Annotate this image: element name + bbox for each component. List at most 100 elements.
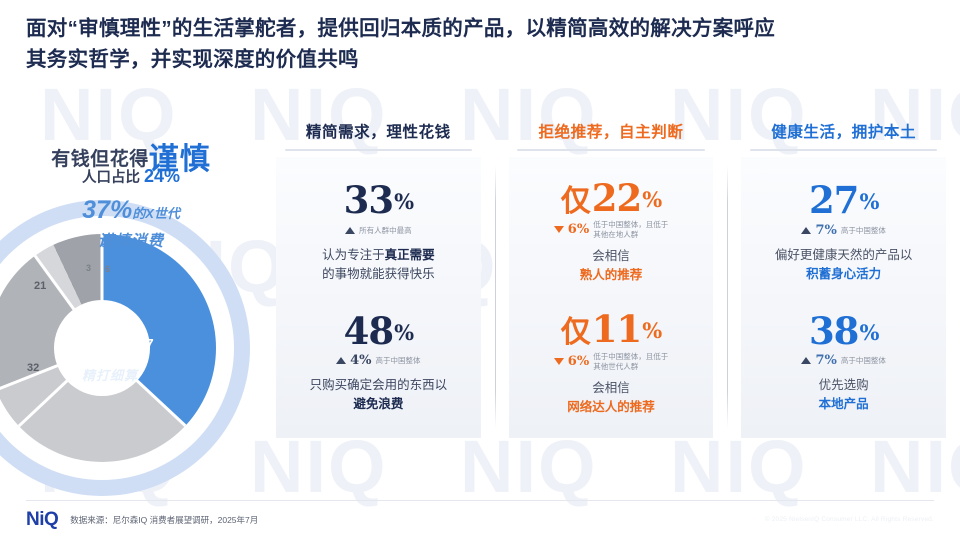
stat-delta-note: 高于中国整体 xyxy=(375,356,421,366)
page-title: 面对“审慎理性”的生活掌舵者，提供回归本质的产品，以精简高效的解决方案呼应 其务… xyxy=(26,14,936,76)
title-line-2: 其务实哲学，并实现深度的价值共鸣 xyxy=(26,47,359,71)
desc-plain-1: 会相信 xyxy=(592,249,630,264)
column-2-body: 仅22% 6% 低于中国整体，且低于 其他在地人群 会相信 熟人的推荐 仅11% … xyxy=(508,157,714,438)
watermark-niq: NIQ xyxy=(460,425,598,508)
donut-label-6: 6 xyxy=(105,264,111,274)
stat-delta-note: 所有人群中最高 xyxy=(359,225,412,235)
donut-label-3: 3 xyxy=(86,263,92,273)
watermark-niq: NIQ xyxy=(670,425,808,508)
watermark-niq: NIQ xyxy=(870,425,960,508)
arrow-up-icon xyxy=(801,357,812,365)
stat-number: 27 xyxy=(808,178,859,223)
desc-plain-1: 会相信 xyxy=(592,380,630,395)
stat-delta: 7% 高于中国整体 xyxy=(743,353,944,368)
watermark-niq: NIQ xyxy=(250,425,388,508)
desc-bold-1: 本地产品 xyxy=(818,397,869,412)
stat-delta-value: 4% xyxy=(350,353,372,369)
stat-value: 48% xyxy=(278,308,479,353)
desc-bold-1: 真正需要 xyxy=(384,247,435,262)
stat-value: 33% xyxy=(278,181,479,220)
stat-card: 仅11% 6% 低于中国整体，且低于 其他世代人群 会相信网络达人的推荐 xyxy=(509,306,714,420)
stat-percent-sign: % xyxy=(859,319,879,345)
column-3-header: 健康生活，拥护本土 xyxy=(737,120,950,151)
stat-card: 38% 7% 高于中国整体 优先选购 本地产品 xyxy=(741,308,946,418)
stat-delta-value: 6% xyxy=(567,222,590,238)
left-summary-panel: 37 32 21 3 6 精打细算 有钱但花得谨慎 人口占比 24% 37%的X世… xyxy=(0,118,262,498)
column-1-header: 精简需求，理性花钱 xyxy=(272,120,485,151)
column-healthy-local: 健康生活，拥护本土 27% 7% 高于中国整体 偏好更健康天然的产品以 积蓄身心活… xyxy=(727,120,960,438)
stat-percent-sign: % xyxy=(394,319,414,345)
stat-delta: 7% 高于中国整体 xyxy=(743,223,944,238)
stat-value: 仅11% xyxy=(511,310,712,349)
donut-label-37: 37 xyxy=(137,336,154,353)
left-headline-accent: 谨慎 xyxy=(148,143,211,176)
stat-percent-sign: % xyxy=(642,318,662,344)
stat-value: 38% xyxy=(743,311,944,351)
stat-description: 认为专注于真正需要的事物就能获得快乐 xyxy=(278,246,479,284)
footer-source-note: 数据来源：尼尔森IQ 消费者展望调研，2025年7月 xyxy=(70,515,259,525)
stat-value: 仅22% xyxy=(511,175,712,220)
stat-percent-sign: % xyxy=(394,189,414,215)
column-simplify-needs: 精简需求，理性花钱 33% 所有人群中最高 认为专注于真正需要的事物就能获得快乐… xyxy=(262,120,495,438)
left-subheadline-plain: 人口占比 xyxy=(81,170,140,186)
left-callout-percent: 37% xyxy=(82,196,133,224)
donut-label-32: 32 xyxy=(27,362,40,374)
stat-description: 会相信 熟人的推荐 xyxy=(511,247,712,285)
stat-delta-value: 7% xyxy=(815,353,837,369)
left-callout-line2: 谨慎消费 xyxy=(97,233,164,250)
stat-card: 27% 7% 高于中国整体 偏好更健康天然的产品以 积蓄身心活力 xyxy=(741,177,946,287)
stat-description: 会相信网络达人的推荐 xyxy=(511,379,712,417)
donut-slice-gap xyxy=(17,346,104,428)
donut-label-21: 21 xyxy=(34,280,47,292)
column-divider xyxy=(727,166,729,428)
stat-card: 33% 所有人群中最高 认为专注于真正需要的事物就能获得快乐 xyxy=(276,177,481,287)
desc-bold-1: 网络达人的推荐 xyxy=(567,399,655,414)
stat-percent-sign: % xyxy=(859,189,879,215)
stat-delta-note: 低于中国整体，且低于 其他在地人群 xyxy=(593,220,669,239)
arrow-down-icon xyxy=(553,226,564,234)
x-generation-donut-chart xyxy=(0,234,216,462)
stat-value: 27% xyxy=(743,181,944,220)
stat-delta-note: 高于中国整体 xyxy=(840,356,886,366)
stat-number: 48 xyxy=(343,308,394,353)
column-3-body: 27% 7% 高于中国整体 偏好更健康天然的产品以 积蓄身心活力 38% 7% 高… xyxy=(741,157,947,438)
stat-prefix: 仅 xyxy=(560,315,591,351)
arrow-up-icon xyxy=(345,226,356,234)
stat-card: 48% 4% 高于中国整体 只购买确定会用的东西以 避免浪费 xyxy=(276,308,481,418)
stat-delta-value: 6% xyxy=(567,354,590,369)
title-line-1: 面对“审慎理性”的生活掌舵者，提供回归本质的产品，以精简高效的解决方案呼应 xyxy=(26,17,776,40)
left-subheadline: 人口占比 24% xyxy=(18,166,244,187)
arrow-up-icon xyxy=(336,357,347,365)
stat-description: 偏好更健康天然的产品以 积蓄身心活力 xyxy=(743,246,944,284)
left-callout-generation: 的X世代 xyxy=(132,206,180,221)
desc-plain-1: 偏好更健康天然的产品以 xyxy=(774,247,913,262)
stat-card: 仅22% 6% 低于中国整体，且低于 其他在地人群 会相信 熟人的推荐 xyxy=(509,175,714,289)
stat-delta: 6% 低于中国整体，且低于 其他在地人群 xyxy=(511,220,712,239)
column-2-header: 拒绝推荐，自主判断 xyxy=(505,120,718,151)
stat-delta: 6% 低于中国整体，且低于 其他世代人群 xyxy=(511,352,712,371)
stat-number: 22 xyxy=(591,175,642,220)
insight-columns: 精简需求，理性花钱 33% 所有人群中最高 认为专注于真正需要的事物就能获得快乐… xyxy=(262,120,960,438)
desc-plain-2: 的事物就能获得快乐 xyxy=(322,266,435,281)
left-headline: 有钱但花得谨慎 xyxy=(18,134,244,178)
stat-number: 33 xyxy=(343,178,394,223)
stat-number: 11 xyxy=(591,307,642,352)
stat-delta-note: 高于中国整体 xyxy=(840,225,886,235)
arrow-up-icon xyxy=(801,226,812,234)
left-subheadline-accent: 24% xyxy=(143,166,181,186)
stat-delta: 所有人群中最高 xyxy=(278,223,479,238)
donut-highlight-label: 精打细算 xyxy=(82,368,139,383)
stat-percent-sign: % xyxy=(642,186,662,212)
desc-plain-1: 认为专注于 xyxy=(322,247,385,262)
donut-slice-gap xyxy=(100,234,104,348)
donut-slice-gap xyxy=(33,254,104,349)
desc-plain-1: 只购买确定会用的东西以 xyxy=(309,378,448,393)
stat-description: 优先选购 本地产品 xyxy=(743,376,944,414)
desc-bold-1: 积蓄身心活力 xyxy=(806,266,882,281)
stat-delta-note: 低于中国整体，且低于 其他世代人群 xyxy=(593,352,669,371)
stat-delta: 4% 高于中国整体 xyxy=(278,353,479,368)
column-divider xyxy=(494,166,496,428)
stat-delta-value: 7% xyxy=(815,222,837,238)
footer-divider xyxy=(26,500,934,501)
